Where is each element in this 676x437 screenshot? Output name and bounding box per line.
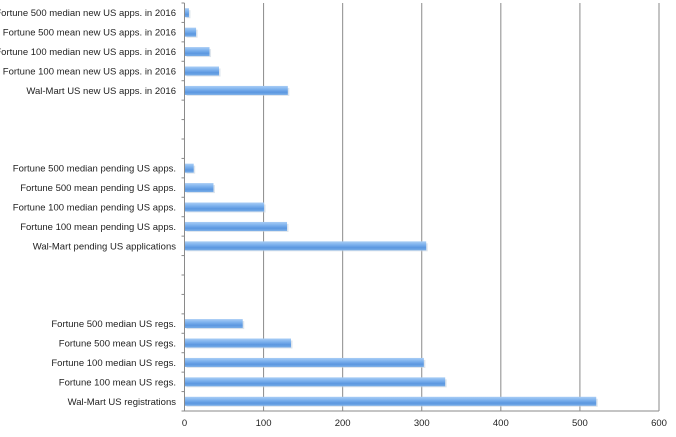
bar <box>185 241 427 251</box>
bar <box>185 85 288 95</box>
axes <box>181 2 659 412</box>
x-tick-label: 100 <box>256 418 272 429</box>
x-tick-label: 0 <box>182 418 187 429</box>
category-label: Fortune 500 median pending US apps. <box>13 164 176 175</box>
bar <box>185 396 597 406</box>
gridlines <box>263 3 660 411</box>
bar <box>185 183 214 193</box>
category-label: Fortune 500 mean pending US apps. <box>20 183 176 194</box>
category-label: Fortune 100 mean US regs. <box>59 377 176 388</box>
bar <box>185 357 424 367</box>
bar <box>185 163 194 173</box>
category-label: Fortune 500 mean new US apps. in 2016 <box>3 28 176 39</box>
bar <box>185 27 197 37</box>
category-label: Fortune 500 mean US regs. <box>59 339 176 350</box>
category-label: Fortune 100 median US regs. <box>51 358 176 369</box>
bars <box>185 8 598 407</box>
bar <box>185 377 446 387</box>
x-tick-label: 300 <box>414 418 430 429</box>
bar <box>185 319 243 329</box>
category-label: Wal-Mart US new US apps. in 2016 <box>26 86 176 97</box>
x-tick-label: 500 <box>572 418 588 429</box>
category-label: Wal-Mart US registrations <box>68 397 177 408</box>
category-label: Fortune 500 median new US apps. in 2016 <box>0 8 176 19</box>
bar <box>185 338 291 348</box>
category-labels: Fortune 500 median new US apps. in 2016 F… <box>0 8 176 408</box>
bar <box>185 221 288 231</box>
category-label: Fortune 100 median new US apps. in 2016 <box>0 47 176 58</box>
category-label: Fortune 500 median US regs. <box>51 319 176 330</box>
category-label: Wal-Mart pending US applications <box>33 241 177 252</box>
category-label: Fortune 100 median pending US apps. <box>13 203 176 214</box>
bar <box>185 202 265 212</box>
bar <box>185 8 189 18</box>
x-tick-label: 600 <box>651 418 667 429</box>
x-tick-label: 400 <box>493 418 509 429</box>
category-label: Fortune 100 mean new US apps. in 2016 <box>3 67 176 78</box>
bar <box>185 47 210 57</box>
x-tick-label: 200 <box>335 418 351 429</box>
category-label: Fortune 100 mean pending US apps. <box>20 222 176 233</box>
x-tick-labels: 0 100 200 300 400 500 600 <box>182 418 667 429</box>
bar <box>185 66 220 76</box>
